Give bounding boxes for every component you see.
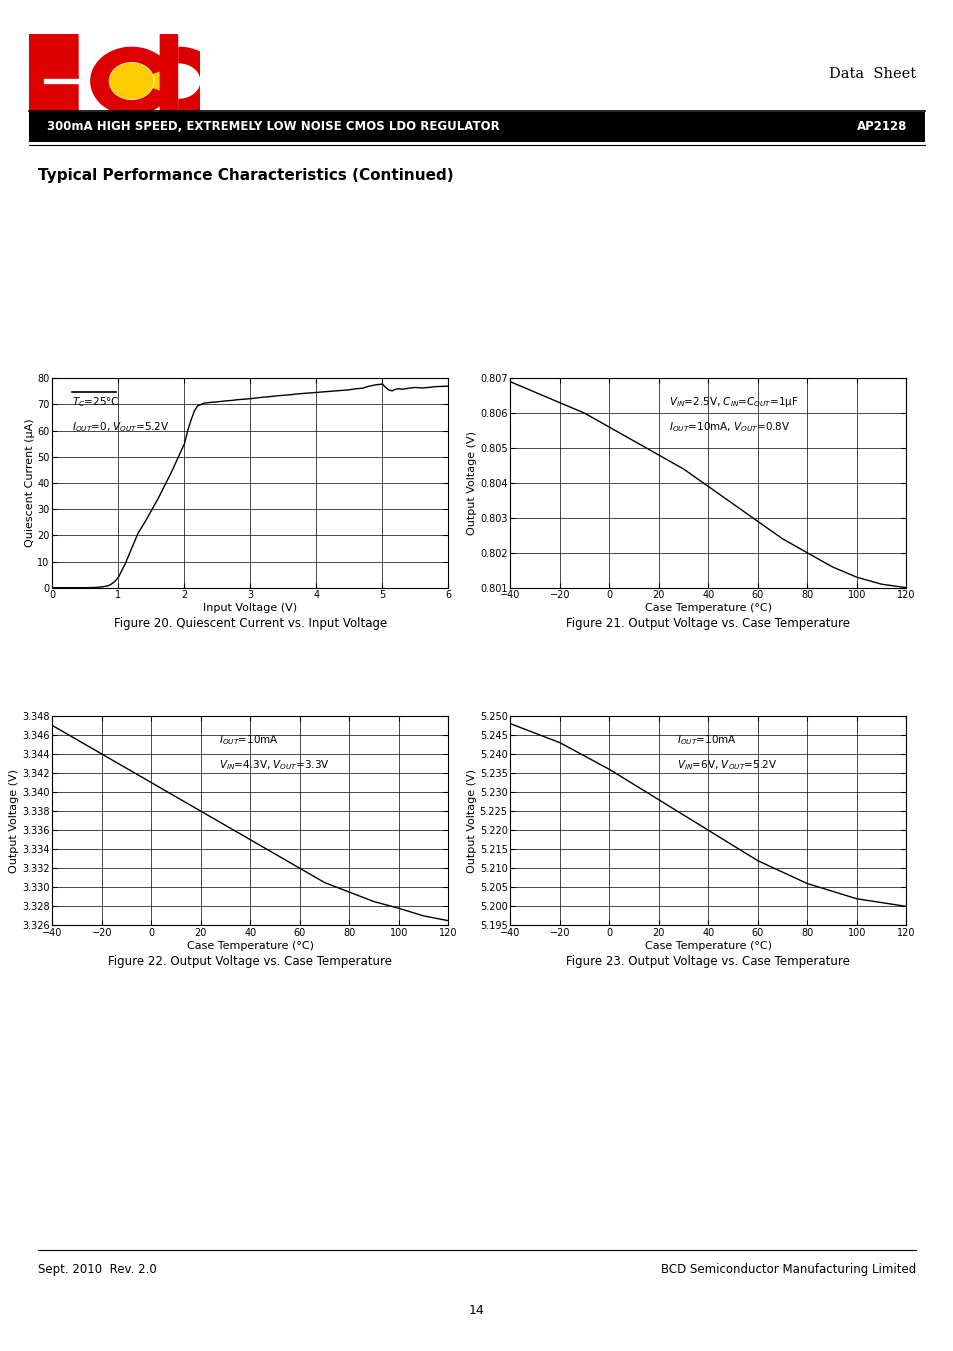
- Y-axis label: Output Voltage (V): Output Voltage (V): [467, 431, 476, 535]
- Text: 300mA HIGH SPEED, EXTREMELY LOW NOISE CMOS LDO REGULATOR: 300mA HIGH SPEED, EXTREMELY LOW NOISE CM…: [47, 120, 498, 134]
- Y-axis label: Output Voltage (V): Output Voltage (V): [10, 769, 19, 873]
- Text: Typical Performance Characteristics (Continued): Typical Performance Characteristics (Con…: [38, 168, 454, 182]
- Text: Figure 21. Output Voltage vs. Case Temperature: Figure 21. Output Voltage vs. Case Tempe…: [566, 617, 849, 631]
- Text: $T_C$=25°C: $T_C$=25°C: [72, 394, 120, 409]
- Polygon shape: [178, 47, 219, 115]
- X-axis label: Case Temperature (°C): Case Temperature (°C): [644, 604, 771, 613]
- Polygon shape: [91, 47, 169, 115]
- Text: $V_{IN}$=6V, $V_{OUT}$=5.2V: $V_{IN}$=6V, $V_{OUT}$=5.2V: [676, 758, 777, 771]
- Text: $I_{OUT}$=10mA: $I_{OUT}$=10mA: [218, 732, 278, 747]
- Circle shape: [110, 62, 153, 100]
- Bar: [160, 34, 177, 128]
- Circle shape: [110, 63, 152, 99]
- Text: Figure 20. Quiescent Current vs. Input Voltage: Figure 20. Quiescent Current vs. Input V…: [113, 617, 387, 631]
- X-axis label: Input Voltage (V): Input Voltage (V): [203, 604, 297, 613]
- Y-axis label: Quiescent Current (μA): Quiescent Current (μA): [25, 419, 34, 547]
- X-axis label: Case Temperature (°C): Case Temperature (°C): [644, 942, 771, 951]
- Text: $V_{IN}$=4.3V, $V_{OUT}$=3.3V: $V_{IN}$=4.3V, $V_{OUT}$=3.3V: [218, 758, 329, 771]
- Bar: [29, 34, 44, 128]
- Text: $I_{OUT}$=10mA: $I_{OUT}$=10mA: [676, 732, 736, 747]
- Text: Sept. 2010  Rev. 2.0: Sept. 2010 Rev. 2.0: [38, 1263, 156, 1277]
- X-axis label: Case Temperature (°C): Case Temperature (°C): [187, 942, 314, 951]
- Bar: [160, 34, 175, 128]
- Text: $V_{IN}$=2.5V, $C_{IN}$=$C_{OUT}$=1μF: $V_{IN}$=2.5V, $C_{IN}$=$C_{OUT}$=1μF: [668, 394, 798, 409]
- Text: 14: 14: [469, 1304, 484, 1317]
- FancyBboxPatch shape: [33, 32, 78, 84]
- Bar: [44, 78, 80, 82]
- Text: Figure 23. Output Voltage vs. Case Temperature: Figure 23. Output Voltage vs. Case Tempe…: [566, 955, 849, 969]
- FancyBboxPatch shape: [33, 73, 78, 131]
- Text: Figure 22. Output Voltage vs. Case Temperature: Figure 22. Output Voltage vs. Case Tempe…: [109, 955, 392, 969]
- Circle shape: [91, 47, 172, 115]
- Text: Data  Sheet: Data Sheet: [828, 68, 915, 81]
- Text: BCD Semiconductor Manufacturing Limited: BCD Semiconductor Manufacturing Limited: [659, 1263, 915, 1277]
- Y-axis label: Output Voltage (V): Output Voltage (V): [466, 769, 476, 873]
- Text: $I_{OUT}$=0, $V_{OUT}$=5.2V: $I_{OUT}$=0, $V_{OUT}$=5.2V: [72, 420, 170, 434]
- Text: $I_{OUT}$=10mA, $V_{OUT}$=0.8V: $I_{OUT}$=10mA, $V_{OUT}$=0.8V: [668, 420, 789, 434]
- Text: AP2128: AP2128: [856, 120, 906, 134]
